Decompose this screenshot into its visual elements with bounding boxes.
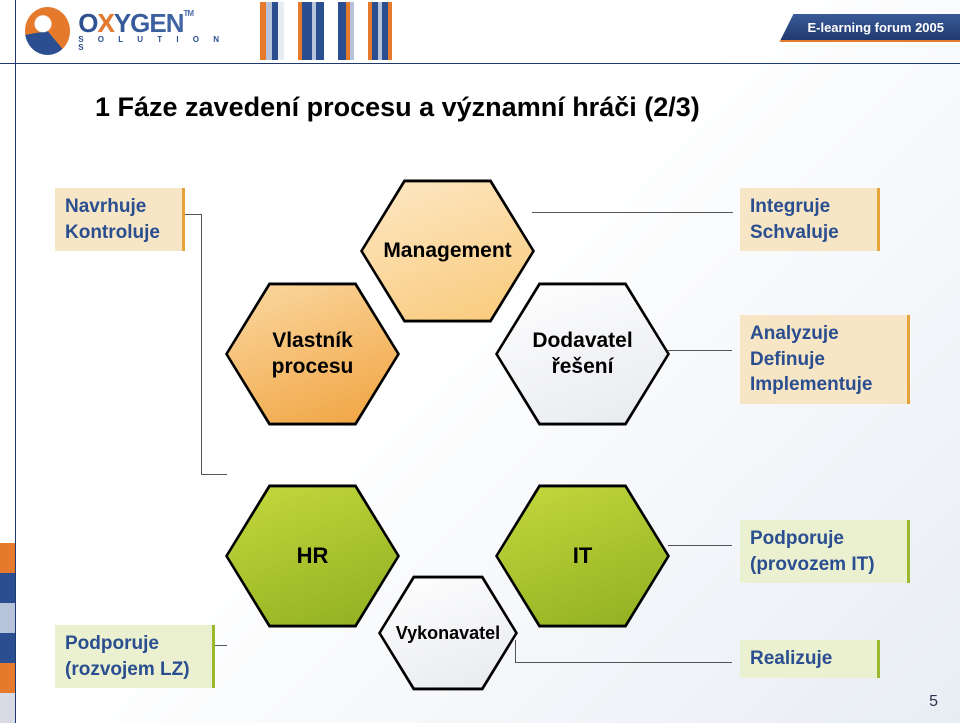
hex-label: HR xyxy=(297,542,329,570)
stripe-group xyxy=(338,2,354,60)
logo-part: O xyxy=(78,8,97,38)
connector-line xyxy=(532,212,732,213)
edge-stripe xyxy=(0,603,15,633)
stripe xyxy=(316,2,324,60)
annotation-line: Kontroluje xyxy=(65,220,172,246)
annotation-line: Navrhuje xyxy=(65,194,172,220)
logo-subtitle: S O L U T I O N S xyxy=(78,36,235,52)
logo-part-x: X xyxy=(97,8,113,38)
header-badge: E-learning forum 2005 xyxy=(779,14,960,42)
slide-title: 1 Fáze zavedení procesu a významní hráči… xyxy=(95,92,700,123)
annotation-line: Realizuje xyxy=(750,646,867,672)
hex-label: Vykonavatel xyxy=(396,622,500,645)
stripe-group xyxy=(298,2,324,60)
header-badge-text: E-learning forum 2005 xyxy=(807,20,944,35)
edge-stripe xyxy=(0,633,15,663)
hex-label: Dodavatelřešení xyxy=(532,328,632,381)
annotation-line: (provozem IT) xyxy=(750,552,897,578)
edge-stripe xyxy=(0,693,15,723)
connector-line xyxy=(668,545,732,546)
annotation-realizuje: Realizuje xyxy=(740,640,880,678)
connector-line xyxy=(732,212,733,213)
annotation-navrhuje: NavrhujeKontroluje xyxy=(55,188,185,251)
annotation-line: Analyzuje xyxy=(750,321,897,347)
annotation-podporuje-it: Podporuje(provozem IT) xyxy=(740,520,910,583)
logo-text: OXYGENTM S O L U T I O N S xyxy=(78,10,235,52)
annotation-line: Integruje xyxy=(750,194,867,220)
edge-stripe xyxy=(0,663,15,693)
stripe xyxy=(388,2,392,60)
hex-label: Vlastníkprocesu xyxy=(272,328,354,381)
annotation-line: Podporuje xyxy=(750,526,897,552)
connector-line xyxy=(515,662,732,663)
hex-label: Management xyxy=(383,238,511,264)
stripe xyxy=(338,2,346,60)
top-divider-line xyxy=(0,63,960,64)
annotation-integruje: IntegrujeSchvaluje xyxy=(740,188,880,251)
page-number: 5 xyxy=(929,693,938,711)
connector-line xyxy=(515,640,516,662)
annotation-podporuje-lz: Podporuje(rozvojem LZ) xyxy=(55,625,215,688)
logo-wordmark: OXYGENTM xyxy=(78,10,235,36)
left-margin-line xyxy=(15,0,16,723)
annotation-line: Definuje xyxy=(750,347,897,373)
connector-line xyxy=(668,350,732,351)
hex-label: IT xyxy=(573,542,593,570)
annotation-line: (rozvojem LZ) xyxy=(65,657,202,683)
annotation-line: Podporuje xyxy=(65,631,202,657)
annotation-line: Schvaluje xyxy=(750,220,867,246)
stripe-group xyxy=(368,2,392,60)
logo-tm: TM xyxy=(184,9,194,18)
logo: OXYGENTM S O L U T I O N S xyxy=(25,4,235,58)
stripe xyxy=(278,2,284,60)
annotation-analyzuje: AnalyzujeDefinujeImplementuje xyxy=(740,315,910,404)
connector-line xyxy=(213,645,227,646)
stripe-group xyxy=(260,2,284,60)
edge-stripe xyxy=(0,543,15,573)
logo-swirl-icon xyxy=(25,7,70,55)
stripe xyxy=(350,2,354,60)
connector-line xyxy=(183,214,201,215)
logo-part: YGEN xyxy=(114,8,184,38)
edge-stripe xyxy=(0,573,15,603)
left-edge-stripes xyxy=(0,543,15,723)
stripe xyxy=(302,2,312,60)
annotation-line: Implementuje xyxy=(750,372,897,398)
connector-line xyxy=(201,214,202,474)
topbar: OXYGENTM S O L U T I O N S E-learning fo… xyxy=(0,0,960,64)
header-stripes xyxy=(260,2,600,60)
connector-line xyxy=(201,474,227,475)
